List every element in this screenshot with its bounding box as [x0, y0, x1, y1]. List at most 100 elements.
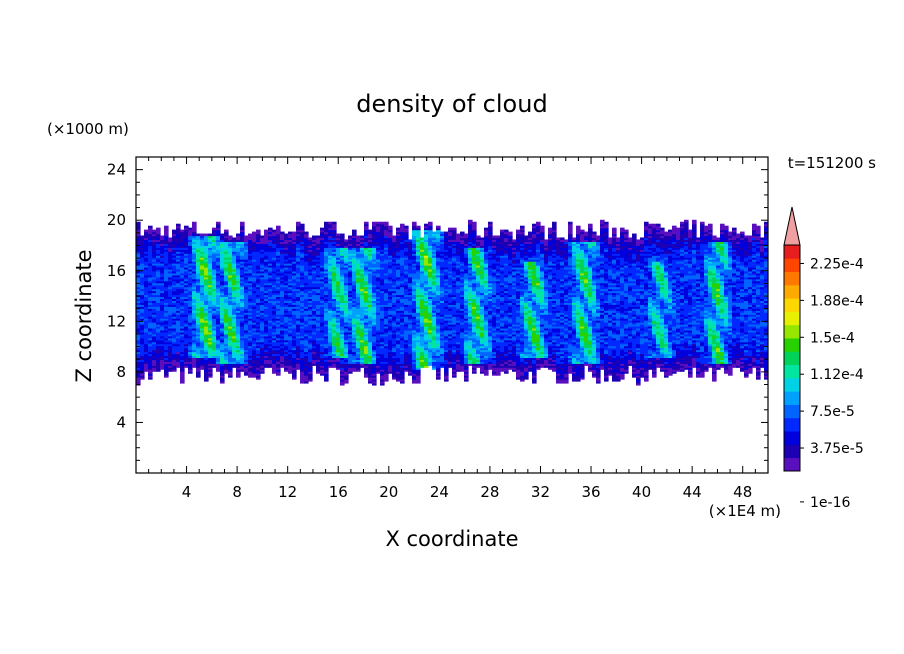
density-cell [224, 247, 229, 250]
density-cell [212, 227, 217, 231]
density-cell [312, 249, 317, 252]
density-cell [332, 320, 337, 323]
density-cell [208, 365, 213, 368]
density-cell [164, 245, 169, 248]
density-cell [216, 245, 221, 248]
density-cell [256, 310, 261, 313]
density-cell [204, 302, 209, 305]
density-cell [304, 339, 309, 343]
density-cell [332, 300, 337, 303]
density-cell [332, 272, 337, 276]
density-cell [224, 329, 229, 333]
density-cell [200, 331, 205, 335]
density-cell [164, 312, 169, 315]
density-cell [164, 229, 169, 233]
density-cell [196, 365, 201, 368]
density-cell [336, 341, 341, 345]
density-cell [328, 276, 333, 280]
density-cell [176, 239, 181, 243]
density-cell [396, 296, 401, 300]
density-cell [160, 270, 165, 274]
density-cell [320, 355, 325, 359]
density-cell [180, 239, 185, 243]
density-cell [272, 365, 277, 368]
density-cell [364, 263, 369, 266]
density-cell [208, 375, 213, 378]
density-cell [360, 245, 365, 248]
density-cell [320, 341, 325, 345]
density-cell [272, 316, 277, 319]
density-cell [400, 369, 405, 372]
density-cell [400, 357, 405, 360]
density-cell [236, 329, 241, 333]
density-cell [200, 361, 205, 364]
density-cell [324, 314, 329, 317]
density-cell [260, 251, 265, 254]
density-cell [404, 318, 409, 321]
density-cell [208, 322, 213, 325]
density-cell [240, 296, 245, 300]
density-cell [156, 355, 161, 359]
density-cell [324, 302, 329, 305]
density-cell [236, 247, 241, 250]
density-cell [296, 239, 301, 243]
density-cell [340, 333, 345, 337]
density-cell [212, 272, 217, 276]
density-cell [344, 290, 349, 294]
density-cell [404, 341, 409, 345]
density-cell [260, 355, 265, 359]
density-cell [252, 274, 257, 278]
density-cell [272, 247, 277, 250]
density-cell [136, 306, 141, 309]
density-cell [260, 345, 265, 349]
density-cell [340, 270, 345, 274]
density-cell [136, 375, 141, 378]
density-cell [240, 265, 245, 268]
density-cell [184, 272, 189, 276]
density-cell [156, 306, 161, 309]
density-cell [368, 325, 373, 329]
density-cell [368, 345, 373, 349]
density-cell [148, 304, 153, 307]
density-cell [272, 371, 277, 374]
density-cell [248, 331, 253, 335]
density-cell [336, 314, 341, 317]
density-cell [400, 280, 405, 284]
density-cell [192, 312, 197, 315]
density-cell [404, 298, 409, 301]
density-cell [196, 266, 201, 270]
density-cell [288, 261, 293, 264]
density-cell [232, 270, 237, 274]
density-cell [272, 259, 277, 262]
density-cell [352, 320, 357, 323]
density-cell [208, 339, 213, 343]
density-cell [276, 235, 281, 239]
density-cell [232, 237, 237, 241]
density-cell [348, 345, 353, 349]
density-cell [244, 339, 249, 343]
density-cell [276, 359, 281, 362]
density-cell [260, 280, 265, 284]
density-cell [220, 357, 225, 360]
density-cell [220, 318, 225, 321]
density-cell [252, 231, 257, 235]
density-cell [192, 235, 197, 239]
density-cell [300, 261, 305, 264]
density-cell [400, 272, 405, 276]
density-cell [196, 282, 201, 286]
density-cell [228, 257, 233, 260]
density-cell [356, 268, 361, 272]
density-cell [368, 276, 373, 280]
density-cell [224, 327, 229, 331]
density-cell [244, 302, 249, 305]
density-cell [372, 310, 377, 313]
density-cell [392, 361, 397, 364]
density-cell [332, 355, 337, 359]
density-cell [320, 268, 325, 272]
density-cell [272, 298, 277, 301]
density-cell [244, 237, 249, 241]
density-cell [292, 371, 297, 374]
density-cell [232, 327, 237, 331]
density-cell [392, 292, 397, 296]
density-cell [208, 353, 213, 357]
